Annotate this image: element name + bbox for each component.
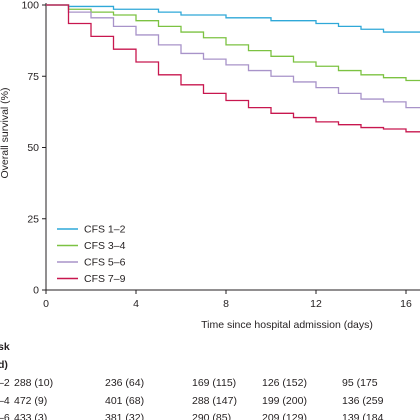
risk-cell-3-3: 290 (85)	[192, 412, 231, 420]
x-tick-label-8: 8	[223, 298, 229, 310]
risk-cell-2-3: 288 (147)	[192, 395, 237, 407]
legend-label-3: CFS 5–6	[84, 257, 126, 269]
risk-cell-1-2: 236 (64)	[105, 377, 144, 389]
series-line-cfs-2	[46, 4, 420, 82]
y-tick-label-0: 0	[33, 285, 39, 297]
risk-table: sk d) –2 288 (10) 236 (64) 169 (115) 126 (15…	[0, 341, 384, 420]
y-tick-label-50: 50	[27, 142, 39, 154]
series-line-cfs-1	[46, 4, 420, 33]
risk-row-label-1: –2	[0, 377, 10, 389]
risk-cell-3-1: 433 (3)	[14, 412, 47, 420]
risk-table-header-line-2: d)	[0, 359, 8, 371]
risk-cell-3-4: 209 (129)	[262, 412, 307, 420]
x-tick-label-16: 16	[400, 298, 412, 310]
risk-cell-1-5: 95 (175	[342, 377, 378, 389]
x-axis-title: Time since hospital admission (days)	[201, 319, 373, 331]
risk-cell-2-4: 199 (200)	[262, 395, 307, 407]
risk-cell-3-5: 139 (184	[342, 412, 384, 420]
risk-cell-1-1: 288 (10)	[14, 377, 53, 389]
y-tick-label-100: 100	[21, 0, 39, 12]
risk-cell-3-2: 381 (32)	[105, 412, 144, 420]
y-tick-label-75: 75	[27, 71, 39, 83]
risk-cell-1-3: 169 (115)	[192, 377, 236, 389]
series-line-cfs-4	[46, 4, 420, 133]
risk-cell-1-4: 126 (152)	[262, 377, 307, 389]
legend-label-1: CFS 1–2	[84, 224, 126, 236]
legend: CFS 1–2 CFS 3–4 CFS 5–6 CFS 7–9	[57, 224, 126, 285]
legend-label-4: CFS 7–9	[84, 273, 126, 285]
risk-cell-2-1: 472 (9)	[14, 395, 47, 407]
y-axis-title: Overall survival (%)	[0, 87, 11, 178]
x-tick-label-0: 0	[43, 298, 49, 310]
risk-row-label-3: –6	[0, 412, 10, 420]
risk-cell-2-5: 136 (259	[342, 395, 384, 407]
x-tick-label-4: 4	[133, 298, 139, 310]
legend-label-2: CFS 3–4	[84, 240, 126, 252]
plot-area: 0 25 50 75 100 0 4 8 12 16	[21, 0, 420, 310]
risk-table-header-line-1: sk	[0, 341, 10, 353]
risk-cell-2-2: 401 (68)	[105, 395, 144, 407]
series-line-cfs-3	[46, 4, 420, 109]
x-tick-label-12: 12	[310, 298, 322, 310]
y-tick-label-25: 25	[27, 213, 39, 225]
risk-row-label-2: –4	[0, 395, 10, 407]
